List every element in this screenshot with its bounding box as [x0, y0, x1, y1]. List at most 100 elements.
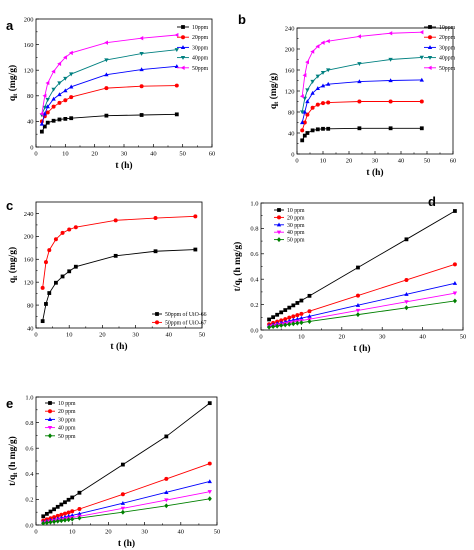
data-point	[302, 73, 307, 78]
panel-label: c	[6, 198, 13, 213]
legend-label: 50 ppm	[287, 238, 305, 244]
data-point	[57, 117, 62, 122]
data-point	[63, 55, 67, 60]
data-point	[283, 322, 288, 328]
data-point	[63, 76, 68, 81]
data-point	[300, 110, 305, 115]
legend-marker	[276, 222, 282, 227]
data-point	[59, 502, 64, 507]
data-point	[452, 262, 457, 267]
legend-label: 30 ppm	[287, 223, 305, 229]
y-tick-label: 1.0	[25, 394, 33, 401]
legend: 10ppm 20ppm 30ppm 40ppm 50ppm	[424, 25, 456, 72]
data-point	[139, 51, 144, 56]
y-tick-label: 80	[288, 109, 295, 116]
data-point	[69, 72, 74, 77]
series-line	[41, 34, 177, 114]
y-tick-label: 240	[24, 211, 34, 218]
legend-marker	[428, 25, 432, 29]
data-point	[388, 57, 393, 62]
y-tick-label: 1.0	[250, 200, 258, 207]
y-tick-label: 0	[291, 151, 294, 158]
y-tick-label: 0.0	[25, 522, 33, 529]
y-tick-label: 120	[24, 68, 34, 75]
legend-marker	[47, 433, 53, 439]
data-point	[69, 116, 74, 121]
data-point	[174, 48, 179, 52]
data-point	[388, 126, 393, 131]
series-line	[301, 127, 422, 141]
data-point	[299, 311, 304, 316]
data-point	[41, 514, 46, 519]
data-point	[291, 314, 296, 319]
series-line	[41, 65, 177, 125]
data-point	[326, 68, 331, 73]
data-point	[60, 230, 65, 235]
x-tick-label: 50	[214, 529, 221, 536]
legend-label: 10ppm	[192, 25, 209, 31]
data-point	[305, 88, 310, 93]
series-line	[301, 101, 422, 131]
x-tick-label: 0	[34, 332, 37, 339]
data-point	[52, 507, 56, 512]
data-point	[104, 72, 109, 77]
data-point	[52, 519, 57, 525]
data-point	[55, 504, 60, 509]
data-point	[77, 507, 82, 511]
data-point	[43, 260, 48, 265]
data-point	[419, 77, 424, 82]
data-point	[291, 303, 296, 308]
data-point	[113, 218, 118, 223]
legend-marker	[276, 237, 282, 243]
data-point	[307, 293, 312, 298]
data-point	[51, 118, 56, 123]
x-tick-label: 30	[372, 158, 379, 165]
x-axis-title: t (h)	[118, 538, 135, 549]
data-point	[299, 94, 304, 99]
y-tick-label: 200	[285, 46, 295, 53]
data-point	[104, 113, 109, 118]
data-point	[67, 269, 72, 274]
x-tick-label: 50	[179, 151, 186, 158]
chart-panel-c: c 0 10 20 30 40 50 40 80 120 160 200 240 t (h) qt (mg/…	[6, 198, 207, 352]
y-tick-label: 160	[24, 42, 34, 49]
data-point	[57, 92, 62, 97]
data-point	[55, 513, 60, 518]
series-10-ppm	[41, 401, 212, 519]
y-tick-label: 0.2	[25, 497, 33, 504]
series-line	[41, 113, 177, 132]
data-point	[404, 300, 409, 305]
data-point	[193, 247, 198, 252]
legend-marker	[180, 45, 186, 50]
data-point	[104, 58, 109, 63]
data-point	[291, 321, 296, 327]
data-point	[267, 317, 271, 322]
legend-marker	[155, 312, 159, 316]
legend-marker	[155, 320, 159, 325]
x-tick-label: 20	[346, 158, 353, 165]
data-point	[355, 302, 361, 307]
data-point	[60, 274, 65, 279]
panel-label: a	[6, 18, 14, 33]
data-point	[59, 518, 64, 524]
data-point	[326, 126, 331, 131]
data-point	[77, 511, 82, 516]
series-50ppm-of-UiO-67	[40, 214, 198, 290]
data-point	[47, 291, 52, 295]
data-point	[310, 90, 315, 95]
data-point	[287, 305, 292, 310]
y-axis-title: t/qt (h mg/g)	[232, 242, 244, 292]
data-point	[320, 71, 326, 75]
legend-label: 20ppm	[192, 35, 209, 41]
data-point	[63, 88, 68, 93]
chart-panel-d: d 0 10 20 30 40 50 0.0 0.2 0.4 0.6 0.8 1.0 t (h) t/qt …	[232, 194, 466, 354]
data-point	[310, 79, 315, 84]
data-point	[53, 237, 58, 242]
legend-marker	[276, 230, 282, 235]
data-point	[113, 253, 118, 258]
data-point	[355, 293, 360, 298]
x-axis-title: t (h)	[110, 341, 127, 352]
x-tick-label: 10	[66, 332, 73, 339]
data-point	[54, 280, 58, 285]
data-point	[452, 291, 458, 296]
